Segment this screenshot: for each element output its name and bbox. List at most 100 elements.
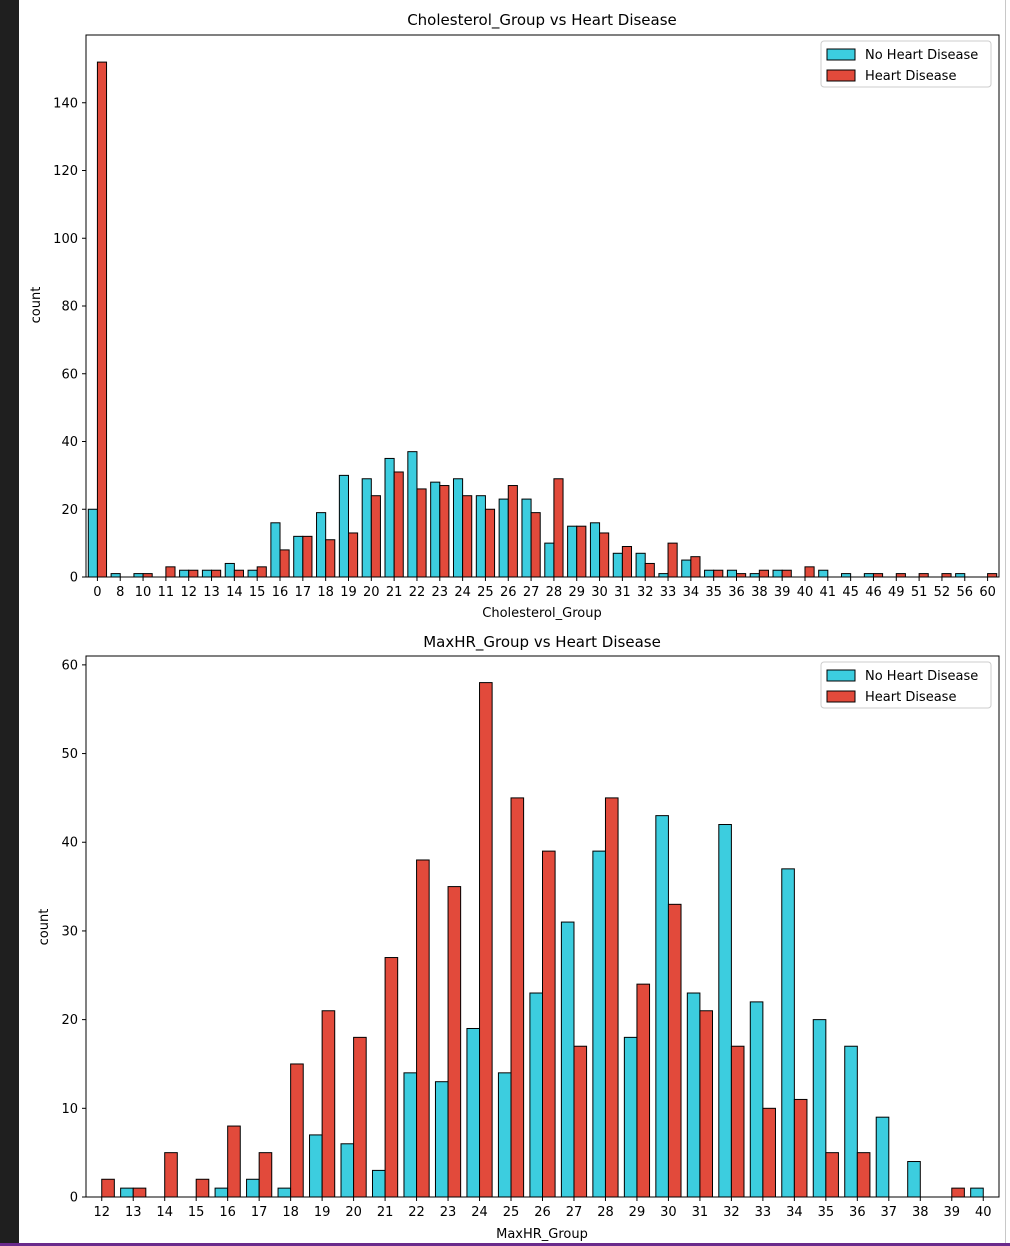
bar — [507, 485, 518, 578]
bar — [96, 61, 108, 578]
bar — [655, 815, 669, 1198]
x-tick-label: 17 — [251, 1205, 268, 1220]
x-tick-label: 31 — [692, 1205, 709, 1220]
bar — [142, 573, 153, 578]
x-tick-label: 16 — [272, 585, 289, 600]
bar — [749, 573, 760, 578]
x-tick-label: 19 — [314, 1205, 331, 1220]
bar — [621, 546, 633, 578]
y-tick-label: 120 — [53, 164, 78, 179]
bar — [371, 1169, 386, 1198]
x-tick-label: 13 — [125, 1205, 142, 1220]
x-axis-label: Cholesterol_Group — [482, 606, 601, 621]
bar — [430, 481, 441, 578]
bar — [704, 569, 715, 578]
legend-label: No Heart Disease — [865, 48, 978, 63]
bar — [553, 478, 564, 578]
x-tick-label: 32 — [637, 585, 654, 600]
x-tick-label: 20 — [363, 585, 380, 600]
x-tick-label: 16 — [219, 1205, 236, 1220]
bar — [270, 522, 281, 578]
y-tick-label: 60 — [61, 367, 78, 382]
bar — [713, 569, 724, 578]
legend: No Heart Disease Heart Disease — [820, 40, 992, 88]
bar — [667, 903, 682, 1198]
bar — [844, 1045, 858, 1198]
bar — [690, 556, 701, 578]
bar — [338, 474, 349, 578]
bar — [658, 573, 669, 578]
bar — [825, 1152, 839, 1198]
bar — [987, 573, 998, 578]
y-tick-label: 100 — [53, 232, 78, 247]
legend-swatch — [826, 669, 856, 682]
bar — [781, 569, 792, 578]
x-tick-label: 27 — [523, 585, 540, 600]
y-tick-label: 50 — [61, 747, 78, 762]
bar — [907, 1161, 921, 1198]
bar — [110, 573, 121, 578]
bar — [863, 573, 874, 578]
x-tick-label: 22 — [409, 585, 426, 600]
x-tick-label: 60 — [979, 585, 996, 600]
y-tick-label: 20 — [61, 503, 78, 518]
bar — [361, 478, 372, 578]
bar — [101, 1178, 115, 1198]
x-tick-label: 38 — [751, 585, 768, 600]
bar — [875, 1116, 890, 1198]
bar — [439, 485, 450, 578]
bar — [604, 797, 619, 1198]
bar — [589, 522, 601, 578]
legend: No Heart Disease Heart Disease — [820, 661, 992, 709]
x-tick-label: 21 — [386, 585, 403, 600]
bar — [941, 573, 952, 578]
chart-title: MaxHR_Group vs Heart Disease — [423, 633, 661, 652]
bar — [233, 569, 244, 578]
y-tick-label: 20 — [61, 1013, 78, 1028]
bar — [918, 573, 929, 578]
bar — [188, 569, 199, 578]
x-tick-label: 46 — [865, 585, 882, 600]
x-tick-label: 30 — [660, 1205, 677, 1220]
x-tick-label: 12 — [180, 585, 197, 600]
bar — [573, 1045, 588, 1198]
bar — [736, 573, 747, 578]
x-tick-label: 28 — [546, 585, 563, 600]
bar — [452, 478, 464, 578]
bar — [781, 868, 795, 1198]
bar — [718, 824, 732, 1198]
bar — [416, 488, 427, 578]
bar — [164, 1152, 178, 1198]
x-tick-label: 33 — [755, 1205, 772, 1220]
y-tick-label: 0 — [70, 1191, 78, 1206]
x-tick-label: 25 — [477, 585, 494, 600]
bar — [895, 573, 906, 578]
y-tick-label: 0 — [70, 571, 78, 586]
bar — [246, 1178, 260, 1198]
y-tick-label: 80 — [61, 300, 78, 315]
bar — [484, 508, 496, 578]
x-tick-label: 28 — [597, 1205, 614, 1220]
bar — [599, 532, 610, 578]
x-tick-label: 35 — [705, 585, 722, 600]
x-tick-label: 33 — [660, 585, 677, 600]
bar — [475, 495, 486, 578]
y-tick-label: 30 — [61, 924, 78, 939]
legend-swatch — [826, 690, 856, 703]
bar — [530, 512, 541, 578]
bar — [277, 1187, 292, 1198]
bar — [279, 549, 290, 578]
cholesterol-chart: Cholesterol_Group vs Heart Disease Chole… — [29, 11, 1000, 621]
bar — [841, 573, 852, 578]
bar — [293, 535, 304, 578]
bar — [87, 508, 98, 578]
bar — [567, 525, 578, 578]
bar — [644, 562, 655, 578]
bar — [325, 539, 336, 578]
x-tick-label: 35 — [818, 1205, 835, 1220]
bar — [681, 559, 692, 578]
legend-swatch — [826, 48, 856, 61]
bar — [179, 569, 190, 578]
bar — [955, 573, 966, 578]
bar — [479, 682, 493, 1198]
